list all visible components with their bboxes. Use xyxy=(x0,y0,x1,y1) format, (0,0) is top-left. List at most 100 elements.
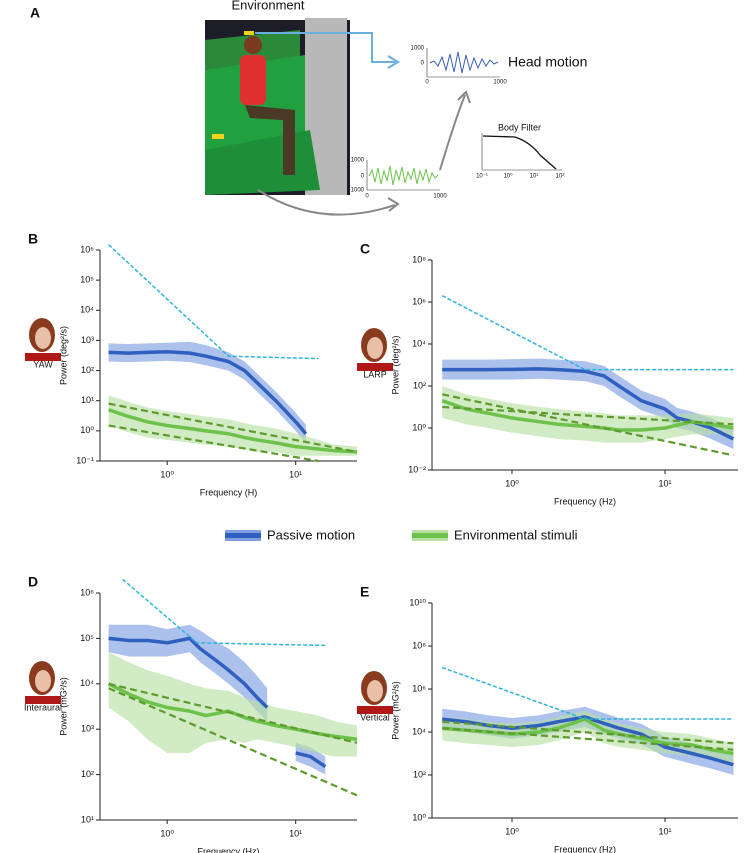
y-tick-label: 10⁵ xyxy=(80,633,94,643)
band xyxy=(442,358,734,449)
y-tick-label: 10² xyxy=(413,380,426,390)
x-tick-label: 10¹ xyxy=(658,478,671,488)
y-tick-label: 10⁵ xyxy=(80,275,94,285)
fit-line xyxy=(442,393,734,457)
tick-label: 0 xyxy=(421,61,425,67)
panel-label: A xyxy=(30,5,40,21)
fit-line xyxy=(122,578,326,647)
legend-label: Environmental stimuli xyxy=(454,527,578,542)
tick-label: 0 xyxy=(365,194,369,200)
icon-label: LARP xyxy=(363,369,387,379)
series-line xyxy=(108,408,358,454)
x-tick-label: 10¹ xyxy=(658,826,671,836)
tick-label: 1000 xyxy=(493,80,507,86)
tick-label: -1000 xyxy=(349,188,365,194)
y-tick-label: 10⁸ xyxy=(412,254,426,264)
icon-base xyxy=(357,706,393,714)
x-axis-label: Frequency (H) xyxy=(200,487,258,497)
x-tick-label: 10⁰ xyxy=(160,828,174,838)
y-tick-label: 10⁶ xyxy=(412,683,426,693)
body-filter-chart: 10⁻¹ 10⁰ 10¹ 10² xyxy=(476,133,564,180)
head-motion-chart: 1000 0 0 1000 xyxy=(411,46,508,86)
head-motion-label: Head motion xyxy=(508,54,587,70)
y-axis-label: Power (deg²/s) xyxy=(390,335,400,394)
env-stimulus-chart: 1000 0 -1000 0 1000 xyxy=(349,158,448,200)
y-tick-label: 10² xyxy=(413,769,426,779)
chart: D Interaural 10¹ 10² 10³ 10⁴ 10⁵ 10⁶ 10⁰ 10¹ Frequ… xyxy=(24,574,358,853)
face-icon xyxy=(367,680,383,702)
panel-label: C xyxy=(360,241,370,257)
y-tick-label: 10¹⁰ xyxy=(409,597,426,607)
panel-label: B xyxy=(28,231,38,247)
environment-label: Environment xyxy=(232,0,305,12)
panel-label: D xyxy=(28,574,38,590)
y-tick-label: 10⁴ xyxy=(80,678,94,688)
icon-label: YAW xyxy=(33,359,53,369)
tick-label: 10⁻¹ xyxy=(476,174,488,180)
y-axis-label: Power (mG²/s) xyxy=(390,681,400,740)
band xyxy=(442,710,734,765)
y-tick-label: 10² xyxy=(81,769,94,779)
chart: B YAW 10⁻¹ 10⁰ 10¹ 10² 10³ 10⁴ 10⁵ 10⁶ 10⁰ 10¹ Frequ… xyxy=(25,231,358,497)
y-tick-label: 10⁴ xyxy=(412,338,426,348)
tick-label: 0 xyxy=(425,80,429,86)
fit-line xyxy=(108,402,358,454)
icon-base xyxy=(357,363,393,371)
tick-label: 1000 xyxy=(433,194,447,200)
fit-line xyxy=(108,424,319,463)
tick-label: 10⁰ xyxy=(503,173,513,180)
fit-line xyxy=(441,295,734,371)
x-tick-label: 10⁰ xyxy=(505,826,519,836)
legend-swatch xyxy=(412,533,448,538)
series-line xyxy=(108,350,308,435)
icon-base xyxy=(25,353,61,361)
y-tick-label: 10¹ xyxy=(81,395,94,405)
y-tick-label: 10⁻² xyxy=(408,464,426,474)
fit-line xyxy=(108,244,319,360)
x-axis-label: Frequency (Hz) xyxy=(197,846,259,853)
y-tick-label: 10⁸ xyxy=(412,640,426,650)
body-filter-label: Body Filter xyxy=(498,122,541,132)
y-tick-label: 10⁶ xyxy=(80,244,94,254)
tick-label: 10² xyxy=(556,174,565,180)
y-tick-label: 10³ xyxy=(81,724,94,734)
x-axis-label: Frequency (Hz) xyxy=(554,844,616,853)
fit-line xyxy=(442,405,734,426)
tick-label: 1000 xyxy=(411,46,425,52)
x-axis-label: Frequency (Hz) xyxy=(554,496,616,506)
face-icon xyxy=(35,327,51,349)
environment-illustration xyxy=(205,18,471,216)
chart: C LARP 10⁻² 10⁰ 10² 10⁴ 10⁶ 10⁸ 10⁰ 10¹ Frequency … xyxy=(357,241,738,506)
face-icon xyxy=(35,670,51,692)
y-tick-label: 10⁶ xyxy=(80,587,94,597)
icon-label: Vertical xyxy=(360,712,390,722)
y-tick-label: 10⁻¹ xyxy=(76,455,94,465)
legend-swatch xyxy=(225,533,261,538)
tick-label: 10¹ xyxy=(530,174,539,180)
x-tick-label: 10¹ xyxy=(289,469,302,479)
tick-label: 1000 xyxy=(351,158,365,164)
fit-line xyxy=(442,727,734,751)
y-tick-label: 10⁴ xyxy=(80,305,94,315)
y-tick-label: 10⁶ xyxy=(412,296,426,306)
chart: E Vertical 10⁰ 10² 10⁴ 10⁶ 10⁸ 10¹⁰ 10⁰ 10¹ Freque… xyxy=(357,584,738,853)
y-tick-label: 10⁰ xyxy=(80,425,94,435)
fit-line xyxy=(441,666,734,720)
x-tick-label: 10⁰ xyxy=(160,469,174,479)
x-tick-label: 10¹ xyxy=(289,828,302,838)
series-line xyxy=(108,636,327,769)
x-tick-label: 10⁰ xyxy=(505,478,519,488)
y-axis-label: Power (deg²/s) xyxy=(58,326,68,385)
face-icon xyxy=(367,337,383,359)
icon-label: Interaural xyxy=(24,702,62,712)
panel-label: E xyxy=(360,584,369,600)
y-tick-label: 10⁰ xyxy=(412,422,426,432)
y-tick-label: 10³ xyxy=(81,335,94,345)
fit-line xyxy=(442,720,734,745)
y-tick-label: 10⁴ xyxy=(412,726,426,736)
tick-label: 0 xyxy=(361,174,365,180)
y-tick-label: 10⁰ xyxy=(412,812,426,822)
legend-label: Passive motion xyxy=(267,527,355,542)
icon-base xyxy=(25,696,61,704)
